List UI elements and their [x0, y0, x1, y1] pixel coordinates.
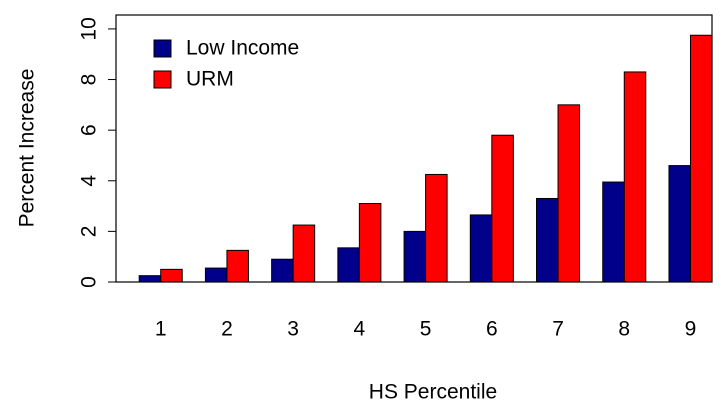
bar [271, 258, 294, 283]
bar [292, 224, 316, 283]
x-axis-label: HS Percentile [369, 381, 497, 404]
bar [536, 197, 559, 283]
x-tick-label: 5 [420, 318, 432, 341]
x-tick-label: 6 [486, 318, 498, 341]
x-tick-label: 8 [618, 318, 630, 341]
y-tick-label: 4 [78, 175, 101, 187]
x-tick-label: 7 [552, 318, 564, 341]
legend-label: URM [186, 68, 234, 91]
plot-box [115, 14, 713, 283]
legend-label: Low Income [186, 37, 299, 60]
y-tick-label: 6 [78, 124, 101, 136]
y-tick-label: 10 [78, 17, 101, 40]
bar [469, 214, 493, 283]
x-tick-label: 1 [155, 318, 167, 341]
bar [557, 104, 581, 283]
legend-swatch [153, 70, 172, 89]
bar [491, 134, 514, 283]
x-tick-label: 2 [221, 318, 233, 341]
bar [689, 34, 713, 283]
bar [358, 203, 382, 283]
y-tick-label: 2 [78, 226, 101, 238]
bar [668, 165, 691, 283]
bar [138, 275, 162, 283]
bar [403, 230, 427, 283]
bar [204, 267, 228, 283]
bar [425, 173, 448, 283]
bar [337, 247, 360, 283]
y-tick-label: 8 [78, 74, 101, 86]
bar [160, 268, 183, 283]
x-tick-label: 9 [685, 318, 697, 341]
bar [602, 181, 625, 283]
x-tick-label: 3 [287, 318, 299, 341]
bar [623, 71, 647, 283]
x-tick-label: 4 [354, 318, 366, 341]
y-axis-label: Percent Increase [16, 69, 39, 228]
legend-swatch [153, 39, 172, 58]
bar [226, 249, 249, 283]
y-tick-label: 0 [78, 276, 101, 288]
